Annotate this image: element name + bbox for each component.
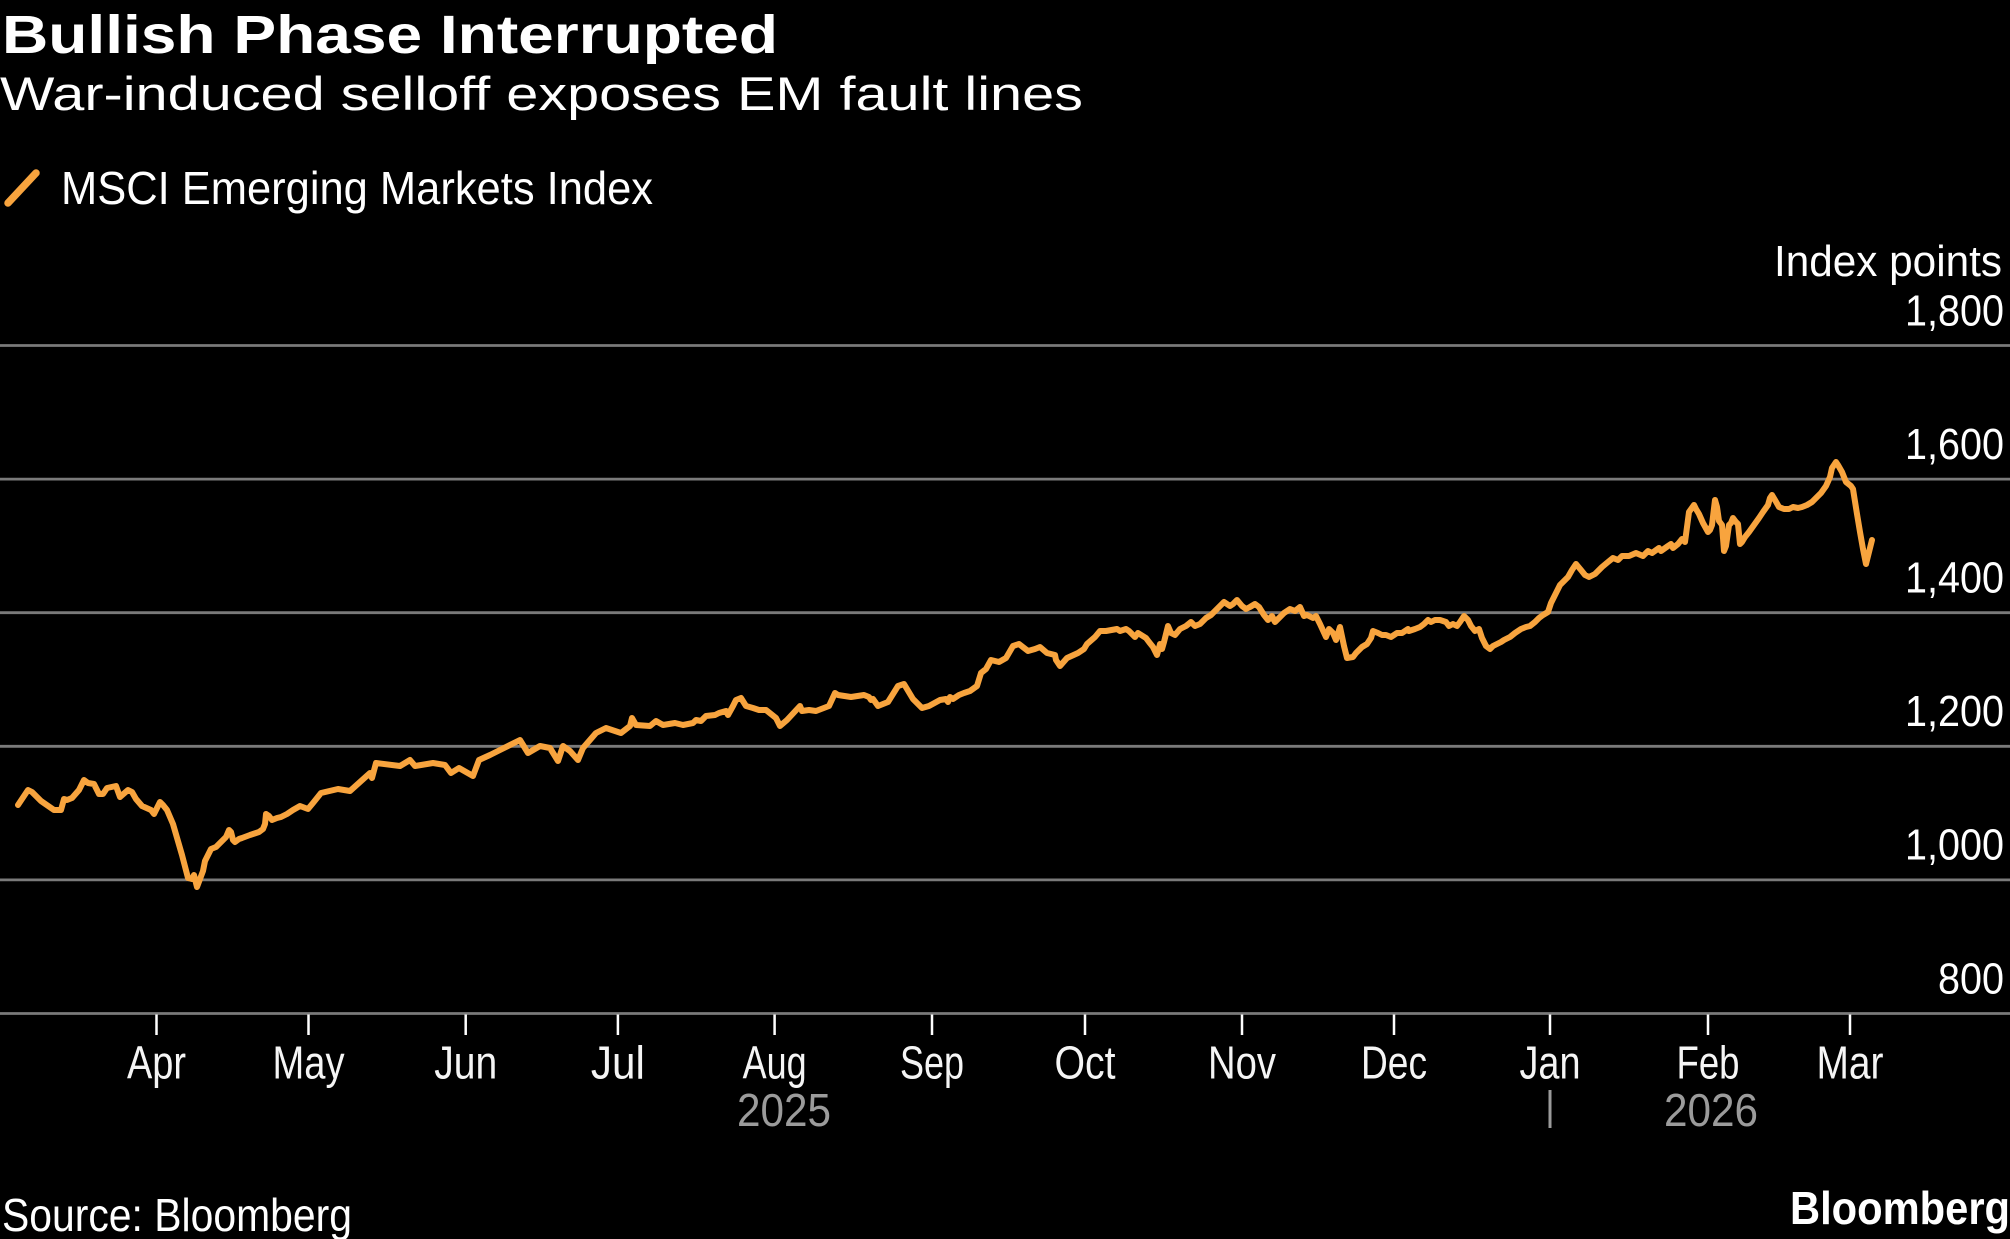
svg-text:1,400: 1,400 bbox=[1905, 554, 2004, 603]
svg-text:800: 800 bbox=[1938, 954, 2004, 1003]
svg-text:2026: 2026 bbox=[1664, 1084, 1758, 1136]
svg-text:1,200: 1,200 bbox=[1905, 687, 2004, 736]
svg-text:Feb: Feb bbox=[1677, 1037, 1740, 1089]
svg-text:May: May bbox=[273, 1037, 345, 1089]
svg-text:Jul: Jul bbox=[591, 1037, 645, 1089]
svg-text:Bullish Phase Interrupted: Bullish Phase Interrupted bbox=[2, 5, 778, 65]
svg-text:1,000: 1,000 bbox=[1905, 821, 2004, 870]
svg-text:Dec: Dec bbox=[1361, 1037, 1427, 1089]
svg-text:Jun: Jun bbox=[434, 1037, 497, 1089]
svg-text:Oct: Oct bbox=[1055, 1037, 1116, 1089]
svg-text:Source: Bloomberg: Source: Bloomberg bbox=[2, 1189, 352, 1239]
svg-text:Bloomberg: Bloomberg bbox=[1790, 1182, 2010, 1234]
svg-text:2025: 2025 bbox=[737, 1084, 831, 1136]
svg-text:MSCI Emerging Markets Index: MSCI Emerging Markets Index bbox=[61, 162, 653, 214]
svg-text:Index points: Index points bbox=[1774, 237, 2002, 286]
svg-text:War-induced selloff exposes EM: War-induced selloff exposes EM fault lin… bbox=[0, 67, 1083, 120]
svg-text:Jan: Jan bbox=[1520, 1037, 1581, 1089]
svg-text:Mar: Mar bbox=[1817, 1037, 1884, 1089]
svg-text:1,800: 1,800 bbox=[1905, 286, 2004, 335]
svg-text:1,600: 1,600 bbox=[1905, 420, 2004, 469]
svg-text:Sep: Sep bbox=[900, 1037, 964, 1089]
svg-text:Aug: Aug bbox=[743, 1037, 807, 1089]
svg-text:Nov: Nov bbox=[1208, 1037, 1276, 1089]
svg-text:Apr: Apr bbox=[127, 1037, 186, 1089]
